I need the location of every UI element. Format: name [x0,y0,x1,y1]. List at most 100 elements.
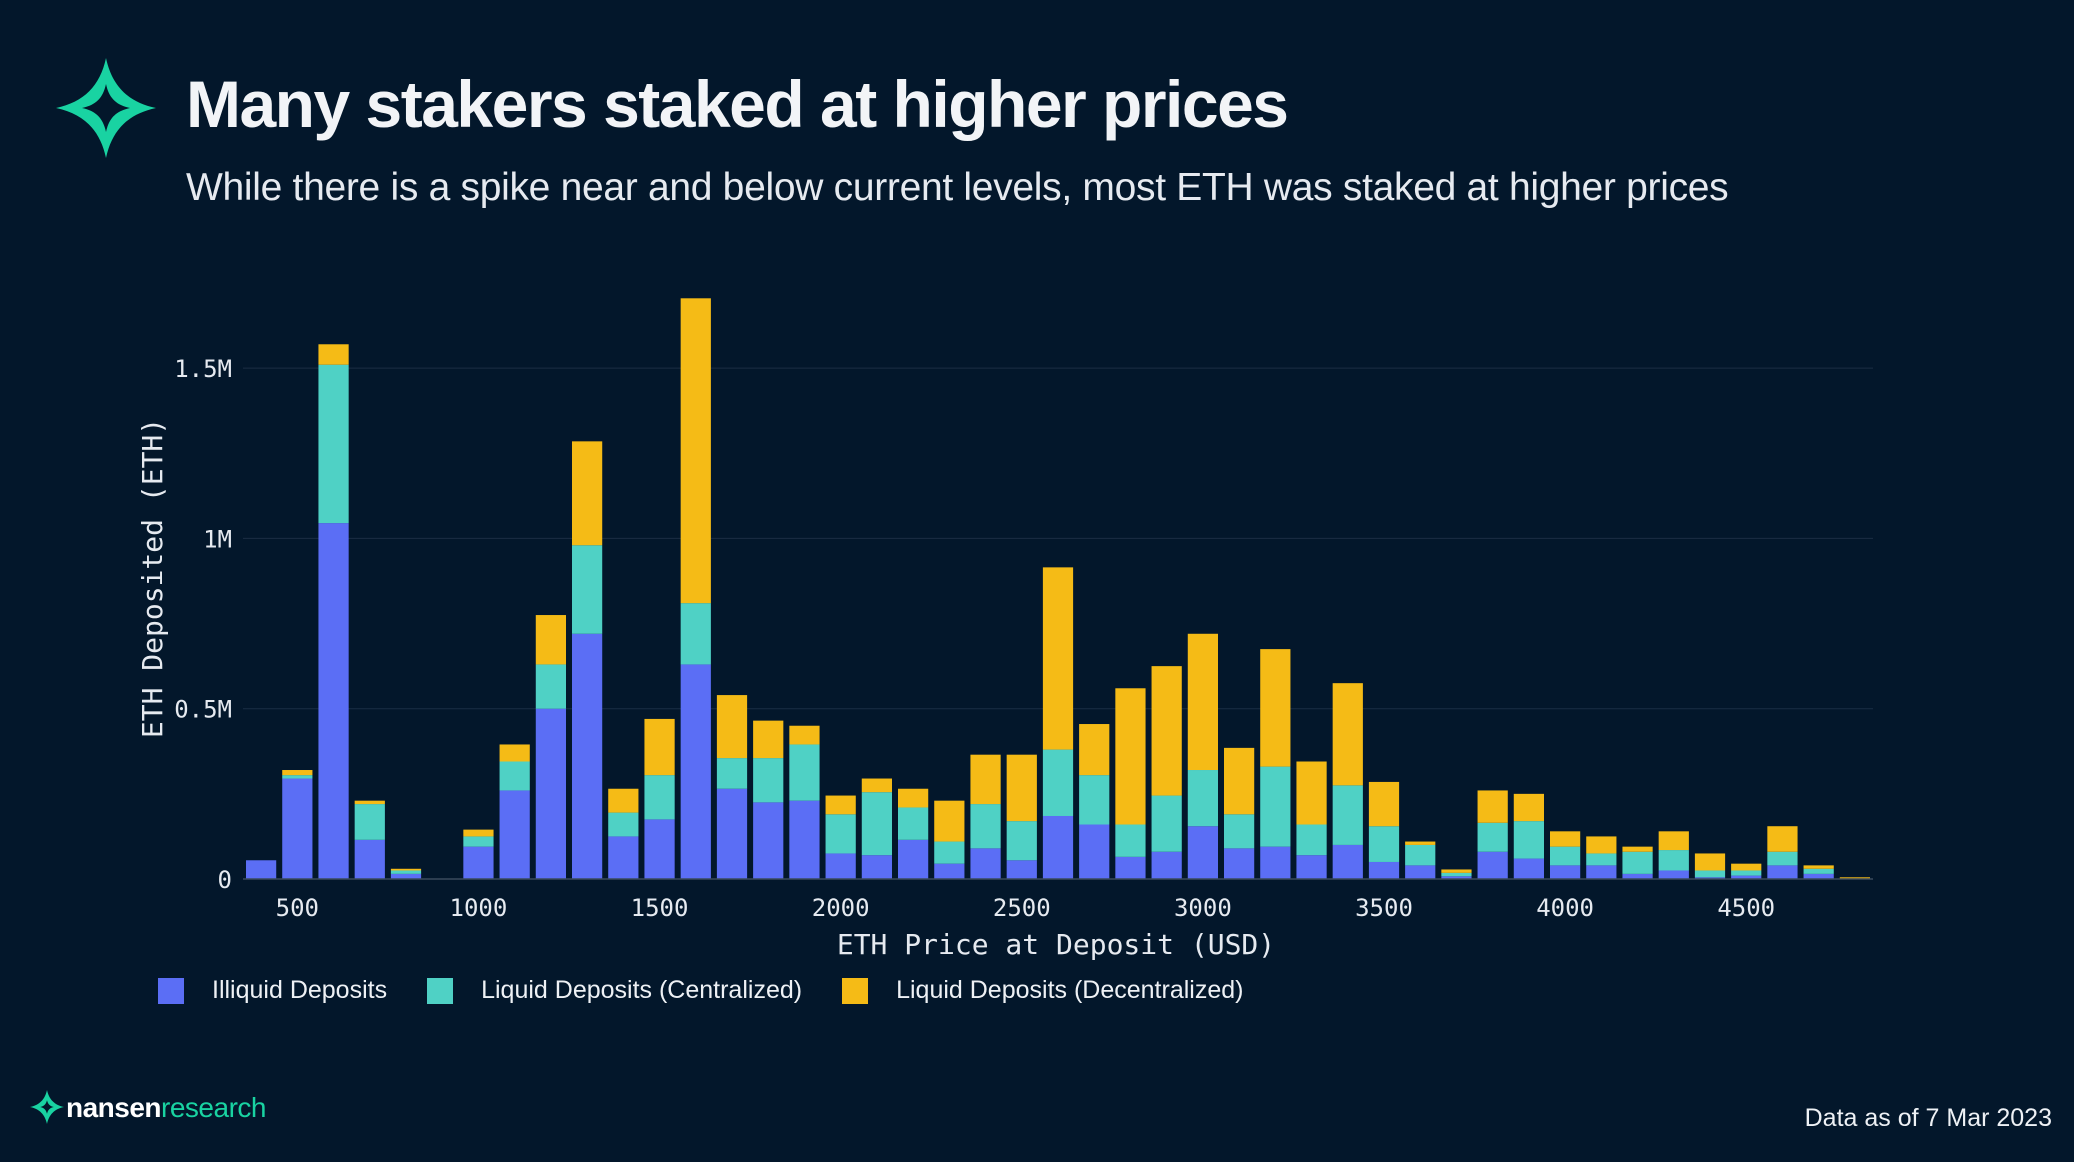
bar-liquid-deposits-decentralized[interactable] [1151,666,1182,796]
bar-illiquid-deposits[interactable] [390,873,422,879]
bar-illiquid-deposits[interactable] [1586,865,1617,879]
bar-illiquid-deposits[interactable] [1260,846,1291,879]
bar-illiquid-deposits[interactable] [1694,877,1726,879]
bar-illiquid-deposits[interactable] [499,790,530,879]
bar-liquid-deposits-centralized[interactable] [354,804,385,840]
bar-illiquid-deposits[interactable] [1550,865,1581,879]
bar-illiquid-deposits[interactable] [1079,824,1110,879]
bar-liquid-deposits-decentralized[interactable] [1296,761,1327,825]
bar-illiquid-deposits[interactable] [282,778,313,879]
bar-liquid-deposits-decentralized[interactable] [753,720,784,759]
bar-liquid-deposits-decentralized[interactable] [789,725,820,745]
bar-liquid-deposits-decentralized[interactable] [572,441,603,546]
bar-liquid-deposits-decentralized[interactable] [318,344,349,365]
bar-liquid-deposits-decentralized[interactable] [499,744,530,762]
bar-liquid-deposits-centralized[interactable] [1441,872,1472,877]
bar-illiquid-deposits[interactable] [463,846,494,879]
bar-illiquid-deposits[interactable] [572,633,603,879]
legend-item-liquid-decentralized[interactable]: Liquid Deposits (Decentralized) [842,976,1243,1005]
bar-liquid-deposits-centralized[interactable] [1405,844,1436,866]
bar-liquid-deposits-centralized[interactable] [318,364,349,524]
bar-liquid-deposits-centralized[interactable] [463,836,494,847]
bar-illiquid-deposits[interactable] [1115,856,1146,879]
bar-liquid-deposits-centralized[interactable] [644,775,675,820]
bar-liquid-deposits-decentralized[interactable] [1622,846,1653,852]
bar-liquid-deposits-centralized[interactable] [1006,821,1037,861]
bar-liquid-deposits-centralized[interactable] [680,603,711,665]
bar-illiquid-deposits[interactable] [608,836,639,879]
bar-liquid-deposits-decentralized[interactable] [861,778,892,793]
legend-item-illiquid[interactable]: Illiquid Deposits [158,976,387,1005]
bar-liquid-deposits-centralized[interactable] [825,814,856,854]
bar-liquid-deposits-centralized[interactable] [1731,870,1762,876]
bar-liquid-deposits-decentralized[interactable] [644,718,675,776]
bar-illiquid-deposits[interactable] [644,819,675,879]
bar-liquid-deposits-centralized[interactable] [1368,826,1400,862]
bar-liquid-deposits-decentralized[interactable] [1224,747,1255,815]
bar-liquid-deposits-decentralized[interactable] [1586,836,1617,854]
bar-liquid-deposits-decentralized[interactable] [1658,831,1689,851]
bar-liquid-deposits-decentralized[interactable] [463,829,494,837]
bar-illiquid-deposits[interactable] [1332,844,1363,879]
bar-illiquid-deposits[interactable] [1658,870,1689,879]
bar-liquid-deposits-centralized[interactable] [1224,814,1255,849]
bar-illiquid-deposits[interactable] [1767,865,1798,879]
legend-item-liquid-centralized[interactable]: Liquid Deposits (Centralized) [427,976,802,1005]
bar-illiquid-deposits[interactable] [680,664,711,879]
bar-liquid-deposits-decentralized[interactable] [282,770,313,776]
bar-illiquid-deposits[interactable] [1731,875,1762,879]
bar-liquid-deposits-decentralized[interactable] [354,800,385,805]
bar-liquid-deposits-centralized[interactable] [753,758,784,803]
bar-illiquid-deposits[interactable] [1513,858,1544,879]
bar-illiquid-deposits[interactable] [1006,860,1037,879]
bar-liquid-deposits-centralized[interactable] [970,804,1001,849]
bar-liquid-deposits-decentralized[interactable] [390,868,422,871]
bar-liquid-deposits-centralized[interactable] [1803,868,1834,874]
bar-liquid-deposits-centralized[interactable] [934,841,965,864]
bar-liquid-deposits-decentralized[interactable] [1550,831,1581,847]
bar-illiquid-deposits[interactable] [1368,861,1400,879]
bar-liquid-deposits-centralized[interactable] [572,545,603,634]
bar-liquid-deposits-centralized[interactable] [1187,770,1218,827]
bar-illiquid-deposits[interactable] [1803,873,1834,879]
bar-illiquid-deposits[interactable] [970,848,1001,879]
bar-liquid-deposits-decentralized[interactable] [1767,826,1798,852]
bar-liquid-deposits-decentralized[interactable] [1839,877,1870,879]
bar-liquid-deposits-decentralized[interactable] [1332,683,1363,786]
bar-liquid-deposits-decentralized[interactable] [1405,841,1436,845]
bar-illiquid-deposits[interactable] [789,800,820,879]
bar-illiquid-deposits[interactable] [1224,848,1255,879]
bar-illiquid-deposits[interactable] [1405,865,1436,879]
bar-liquid-deposits-centralized[interactable] [716,758,748,789]
bar-illiquid-deposits[interactable] [898,839,929,879]
bar-liquid-deposits-decentralized[interactable] [934,800,965,842]
bar-liquid-deposits-centralized[interactable] [1260,766,1291,847]
bar-liquid-deposits-centralized[interactable] [1332,785,1363,845]
bar-liquid-deposits-decentralized[interactable] [1079,724,1110,776]
bar-liquid-deposits-centralized[interactable] [1767,851,1798,866]
bar-illiquid-deposits[interactable] [753,802,784,879]
bar-liquid-deposits-centralized[interactable] [1694,870,1726,878]
bar-liquid-deposits-decentralized[interactable] [1006,754,1037,822]
bar-illiquid-deposits[interactable] [1441,876,1472,879]
bar-liquid-deposits-decentralized[interactable] [1694,853,1726,871]
bar-illiquid-deposits[interactable] [1477,851,1508,879]
bar-liquid-deposits-decentralized[interactable] [1803,865,1834,869]
bar-liquid-deposits-decentralized[interactable] [535,615,566,665]
bar-liquid-deposits-decentralized[interactable] [1368,781,1400,827]
bar-liquid-deposits-decentralized[interactable] [1513,793,1544,822]
bar-liquid-deposits-centralized[interactable] [1658,850,1689,871]
bar-liquid-deposits-centralized[interactable] [789,744,820,801]
bar-liquid-deposits-decentralized[interactable] [1441,869,1472,873]
bar-liquid-deposits-centralized[interactable] [499,761,530,791]
bar-liquid-deposits-centralized[interactable] [861,792,892,856]
bar-liquid-deposits-decentralized[interactable] [716,695,748,759]
bar-liquid-deposits-centralized[interactable] [390,870,422,874]
bar-illiquid-deposits[interactable] [318,523,349,879]
bar-liquid-deposits-decentralized[interactable] [898,788,929,808]
bar-liquid-deposits-decentralized[interactable] [680,298,711,604]
bar-liquid-deposits-decentralized[interactable] [1042,567,1074,750]
bar-liquid-deposits-centralized[interactable] [1079,775,1110,825]
bar-illiquid-deposits[interactable] [354,839,385,879]
bar-illiquid-deposits[interactable] [934,863,965,879]
